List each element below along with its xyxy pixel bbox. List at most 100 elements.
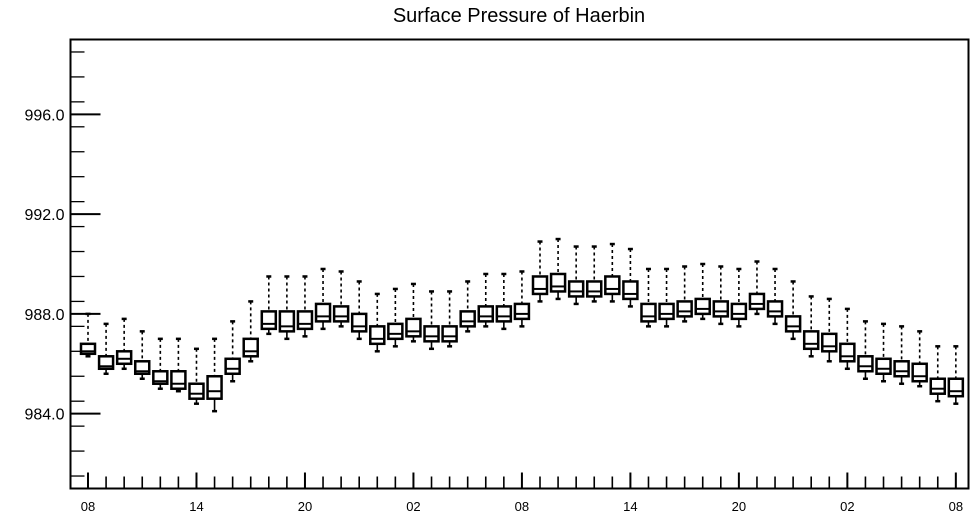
box-iqr bbox=[567, 280, 585, 298]
box-iqr bbox=[748, 292, 766, 311]
box-item bbox=[206, 337, 223, 413]
box-item bbox=[929, 345, 947, 403]
box-iqr bbox=[549, 272, 567, 293]
box-item bbox=[188, 347, 205, 405]
box-iqr bbox=[766, 300, 784, 318]
box-iqr bbox=[314, 302, 332, 323]
box-item bbox=[278, 275, 296, 341]
box-item bbox=[784, 280, 802, 341]
box-iqr bbox=[676, 300, 693, 318]
box-item bbox=[332, 270, 350, 328]
box-iqr bbox=[585, 280, 603, 298]
y-tick-label: 992.0 bbox=[24, 207, 64, 224]
x-tick-label: 14 bbox=[189, 499, 203, 514]
box-item bbox=[314, 267, 332, 331]
box-item bbox=[821, 297, 838, 363]
box-item bbox=[694, 262, 711, 321]
x-tick-label: 02 bbox=[406, 499, 420, 514]
box-iqr bbox=[260, 310, 278, 331]
box-iqr bbox=[170, 370, 187, 390]
box-iqr bbox=[369, 325, 386, 346]
box-iqr bbox=[459, 310, 476, 328]
box-iqr bbox=[513, 302, 531, 321]
box-iqr bbox=[911, 362, 928, 383]
y-tick-label: 984.0 bbox=[24, 407, 64, 424]
box-item bbox=[242, 300, 259, 363]
box-item bbox=[152, 337, 169, 390]
box-item bbox=[893, 325, 910, 385]
x-tick-label: 08 bbox=[81, 499, 95, 514]
box-item bbox=[839, 307, 856, 371]
box-item bbox=[133, 330, 151, 380]
box-iqr bbox=[405, 317, 422, 338]
x-tick-label: 02 bbox=[840, 499, 854, 514]
box-item bbox=[495, 272, 513, 331]
box-item bbox=[622, 247, 639, 308]
box-iqr bbox=[821, 332, 838, 353]
box-iqr bbox=[79, 342, 97, 356]
box-item bbox=[170, 337, 187, 393]
box-iqr bbox=[115, 350, 133, 366]
box-item bbox=[459, 280, 476, 333]
box-item bbox=[802, 295, 820, 358]
y-tick-label: 988.0 bbox=[24, 307, 64, 324]
box-iqr bbox=[784, 315, 802, 333]
x-tick-label: 08 bbox=[515, 499, 529, 514]
box-item bbox=[947, 345, 965, 405]
box-item bbox=[97, 322, 115, 376]
box-item bbox=[549, 237, 567, 301]
box-iqr bbox=[332, 305, 350, 323]
box-item bbox=[296, 275, 314, 338]
box-iqr bbox=[802, 330, 820, 351]
box-item bbox=[567, 245, 585, 306]
box-item bbox=[585, 245, 603, 303]
x-tick-label: 20 bbox=[298, 499, 312, 514]
box-item bbox=[79, 312, 97, 358]
y-tick-label: 996.0 bbox=[24, 107, 64, 124]
box-iqr bbox=[350, 312, 368, 333]
box-iqr bbox=[188, 382, 205, 400]
box-item bbox=[730, 267, 748, 328]
box-item bbox=[260, 275, 278, 336]
box-iqr bbox=[730, 302, 748, 321]
box-iqr bbox=[495, 305, 513, 323]
box-item bbox=[857, 320, 874, 380]
box-item bbox=[748, 260, 766, 316]
box-item bbox=[640, 267, 657, 328]
box-item bbox=[350, 280, 368, 341]
box-item bbox=[387, 287, 404, 348]
box-item bbox=[531, 240, 549, 303]
box-iqr bbox=[206, 375, 223, 400]
box-item bbox=[423, 290, 440, 351]
x-tick-label: 20 bbox=[732, 499, 746, 514]
x-tick-label: 14 bbox=[623, 499, 637, 514]
box-iqr bbox=[640, 302, 657, 323]
box-iqr bbox=[839, 342, 856, 363]
box-iqr bbox=[947, 377, 965, 398]
box-iqr bbox=[531, 275, 549, 296]
box-iqr bbox=[224, 357, 241, 376]
box-item bbox=[405, 282, 422, 343]
x-tick-label: 08 bbox=[949, 499, 963, 514]
box-iqr bbox=[712, 300, 730, 318]
box-iqr bbox=[857, 355, 874, 373]
box-iqr bbox=[278, 310, 296, 333]
box-item bbox=[766, 267, 784, 326]
box-item bbox=[676, 265, 693, 323]
box-iqr bbox=[387, 322, 404, 341]
box-iqr bbox=[296, 310, 314, 331]
x-axis: 08 14 20 02 08 14 20 02 08 bbox=[81, 472, 963, 514]
box-iqr bbox=[875, 357, 892, 376]
box-iqr bbox=[604, 275, 621, 296]
plot-frame bbox=[69, 38, 970, 490]
box-item bbox=[911, 330, 928, 388]
box-item bbox=[441, 290, 458, 348]
box-item bbox=[875, 322, 892, 383]
box-item bbox=[513, 270, 531, 328]
box-series bbox=[79, 237, 965, 413]
box-iqr bbox=[477, 305, 495, 323]
box-iqr bbox=[441, 325, 458, 343]
box-item bbox=[658, 267, 675, 328]
box-iqr bbox=[694, 297, 711, 316]
